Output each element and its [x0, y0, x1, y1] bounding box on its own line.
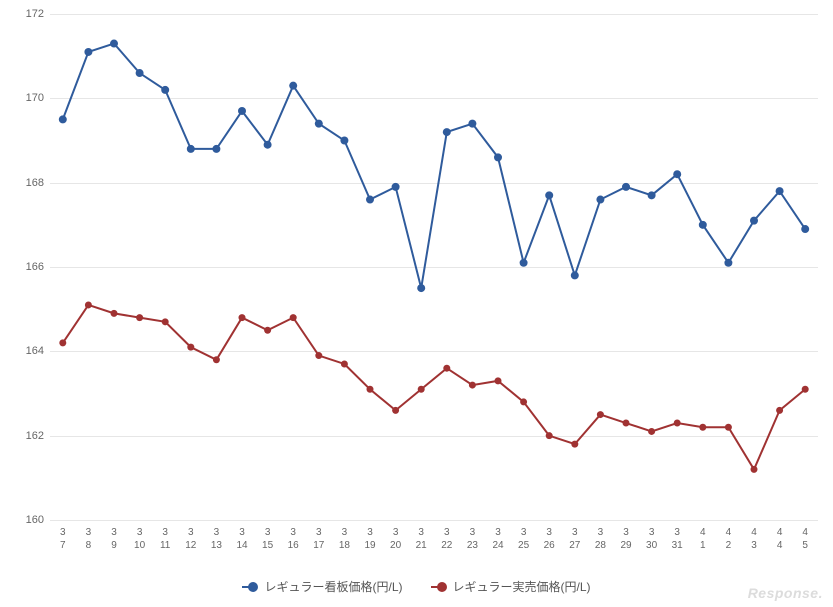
x-tick-label: 3 19 — [364, 526, 375, 552]
plot-area: 1601621641661681701723 73 83 93 103 113 … — [50, 14, 818, 520]
x-tick-label: 3 14 — [236, 526, 247, 552]
data-point — [802, 386, 809, 393]
legend-label: レギュラー看板価格(円/L) — [264, 578, 402, 595]
data-point — [264, 327, 271, 334]
data-point — [469, 382, 476, 389]
legend-item: レギュラー実売価格(円/L) — [431, 578, 591, 595]
x-tick-label: 3 20 — [390, 526, 401, 552]
price-chart: 160 162 164 166 168 170 172 3 7 3 8 3 9 3 10 3 11 3 … — [0, 0, 833, 607]
x-tick-label: 4 5 — [802, 526, 808, 552]
legend: レギュラー看板価格(円/L) レギュラー実売価格(円/L) — [0, 577, 833, 596]
x-tick-label: 4 2 — [726, 526, 732, 552]
y-tick-label: 162 — [14, 430, 44, 442]
x-tick-label: 3 9 — [111, 526, 117, 552]
x-tick-label: 3 21 — [416, 526, 427, 552]
data-point — [725, 424, 732, 431]
legend-marker-icon — [248, 582, 258, 592]
x-tick-label: 3 29 — [620, 526, 631, 552]
data-point — [546, 432, 553, 439]
y-tick-label: 168 — [14, 177, 44, 189]
series-1 — [50, 14, 818, 520]
x-tick-label: 3 17 — [313, 526, 324, 552]
y-tick-label: 160 — [14, 514, 44, 526]
data-point — [239, 314, 246, 321]
legend-label: レギュラー実売価格(円/L) — [453, 578, 591, 595]
y-tick-label: 164 — [14, 345, 44, 357]
legend-marker-icon — [437, 582, 447, 592]
y-tick-label: 170 — [14, 92, 44, 104]
data-point — [85, 301, 92, 308]
data-point — [392, 407, 399, 414]
x-tick-label: 3 25 — [518, 526, 529, 552]
x-tick-label: 3 28 — [595, 526, 606, 552]
x-tick-label: 3 30 — [646, 526, 657, 552]
data-point — [187, 344, 194, 351]
data-point — [571, 441, 578, 448]
series-line — [63, 305, 805, 469]
data-point — [623, 420, 630, 427]
x-tick-label: 3 11 — [160, 526, 170, 552]
x-tick-label: 4 4 — [777, 526, 783, 552]
data-point — [315, 352, 322, 359]
data-point — [597, 411, 604, 418]
data-point — [674, 420, 681, 427]
data-point — [776, 407, 783, 414]
x-tick-label: 3 18 — [339, 526, 350, 552]
data-point — [520, 398, 527, 405]
data-point — [290, 314, 297, 321]
legend-item: レギュラー看板価格(円/L) — [242, 578, 402, 595]
x-tick-label: 3 8 — [86, 526, 92, 552]
data-point — [136, 314, 143, 321]
x-tick-label: 3 24 — [492, 526, 503, 552]
data-point — [443, 365, 450, 372]
x-tick-label: 3 23 — [467, 526, 478, 552]
x-tick-label: 3 16 — [288, 526, 299, 552]
y-tick-label: 172 — [14, 8, 44, 20]
watermark: Response. — [748, 585, 823, 601]
data-point — [341, 360, 348, 367]
x-tick-label: 4 1 — [700, 526, 706, 552]
data-point — [162, 318, 169, 325]
data-point — [418, 386, 425, 393]
x-tick-label: 3 31 — [672, 526, 683, 552]
data-point — [648, 428, 655, 435]
data-point — [699, 424, 706, 431]
x-tick-label: 3 7 — [60, 526, 66, 552]
y-tick-label: 166 — [14, 261, 44, 273]
x-tick-label: 3 22 — [441, 526, 452, 552]
data-point — [367, 386, 374, 393]
data-point — [213, 356, 220, 363]
gridline — [50, 520, 818, 521]
data-point — [495, 377, 502, 384]
x-tick-label: 3 10 — [134, 526, 145, 552]
x-tick-label: 3 15 — [262, 526, 273, 552]
x-tick-label: 3 26 — [544, 526, 555, 552]
data-point — [111, 310, 118, 317]
x-tick-label: 4 3 — [751, 526, 757, 552]
x-tick-label: 3 12 — [185, 526, 196, 552]
x-tick-label: 3 13 — [211, 526, 222, 552]
data-point — [751, 466, 758, 473]
x-tick-label: 3 27 — [569, 526, 580, 552]
data-point — [59, 339, 66, 346]
